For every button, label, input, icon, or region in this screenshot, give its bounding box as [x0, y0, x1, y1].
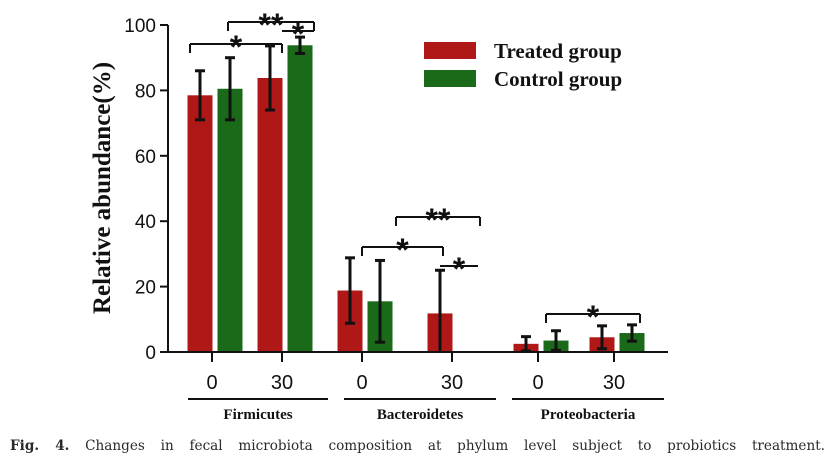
bar-chart: 0 20 40 60 80 100 Relative abundance(%) 0 30 Firm… [89, 7, 668, 423]
y-tick-label: 80 [135, 81, 156, 102]
y-tick-label: 40 [135, 212, 156, 233]
significance-star: ** [259, 7, 284, 43]
bar [187, 95, 213, 353]
significance-star: * [453, 251, 466, 287]
caption-text: Changes in fecal microbiota composition … [85, 438, 825, 454]
x-tick-label: 0 [206, 372, 217, 394]
significance-star: * [230, 29, 243, 65]
legend-swatch [424, 42, 476, 59]
x-tick-label: 30 [271, 372, 293, 394]
legend-swatch [424, 70, 476, 87]
bar [287, 45, 313, 353]
y-tick-label: 100 [124, 16, 156, 37]
figure-caption: Fig. 4. Changes in fecal microbiota comp… [10, 438, 825, 454]
x-tick-label: 30 [603, 372, 625, 394]
significance-star: * [587, 299, 600, 335]
legend-entry: Treated group [494, 39, 622, 63]
caption-label: Fig. 4. [10, 438, 70, 454]
significance-star: * [396, 232, 409, 268]
y-tick-label: 20 [135, 278, 156, 299]
significance-star: ** [426, 202, 451, 238]
bar [257, 77, 283, 352]
group-label: Proteobacteria [541, 407, 636, 423]
significance-star: * [292, 16, 305, 52]
y-tick-label: 60 [135, 147, 156, 168]
x-tick-label: 0 [356, 372, 367, 394]
bar [217, 88, 243, 352]
x-tick-label: 0 [532, 372, 543, 394]
x-tick-label: 30 [441, 372, 463, 394]
group-label: Bacteroidetes [377, 407, 464, 423]
group-label: Firmicutes [223, 407, 292, 423]
y-tick-label: 0 [145, 343, 156, 364]
y-axis-label: Relative abundance(%) [89, 62, 116, 314]
legend-entry: Control group [494, 67, 622, 91]
